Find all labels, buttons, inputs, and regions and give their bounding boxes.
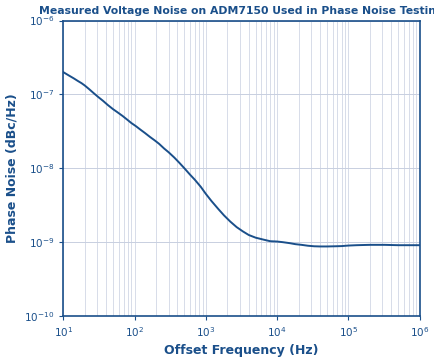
Y-axis label: Phase Noise (dBc/Hz): Phase Noise (dBc/Hz)	[6, 93, 19, 243]
X-axis label: Offset Frequency (Hz): Offset Frequency (Hz)	[164, 344, 318, 358]
Title: Measured Voltage Noise on ADM7150 Used in Phase Noise Testing: Measured Voltage Noise on ADM7150 Used i…	[39, 5, 434, 16]
